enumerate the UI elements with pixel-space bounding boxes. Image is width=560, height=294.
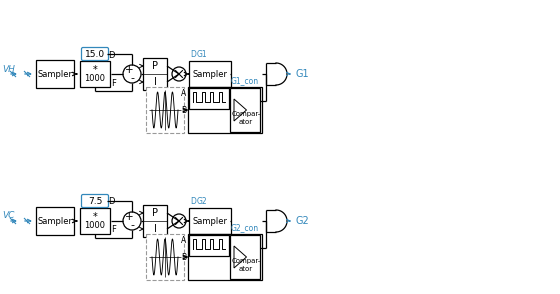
Bar xyxy=(188,87,262,133)
Text: G1_con: G1_con xyxy=(231,76,259,85)
Text: Compar-: Compar- xyxy=(231,258,260,264)
Text: Sampler: Sampler xyxy=(193,69,227,78)
Text: G1: G1 xyxy=(296,69,310,79)
Bar xyxy=(230,235,260,279)
FancyBboxPatch shape xyxy=(82,48,109,61)
Text: D: D xyxy=(190,197,196,206)
Bar xyxy=(230,88,260,132)
FancyBboxPatch shape xyxy=(82,195,109,208)
Text: Sampler: Sampler xyxy=(38,216,72,225)
Text: I: I xyxy=(153,224,156,234)
Text: ator: ator xyxy=(239,119,253,125)
Text: ator: ator xyxy=(239,266,253,272)
Text: G2: G2 xyxy=(296,216,310,226)
Text: G1: G1 xyxy=(197,50,208,59)
Bar xyxy=(80,61,110,87)
Circle shape xyxy=(172,67,186,81)
Polygon shape xyxy=(234,246,246,268)
Text: Compar-: Compar- xyxy=(231,111,260,117)
Text: VH: VH xyxy=(2,64,15,74)
Text: *: * xyxy=(92,65,97,75)
Text: Sampler: Sampler xyxy=(193,216,227,225)
Circle shape xyxy=(172,214,186,228)
Bar xyxy=(146,87,184,133)
Text: F: F xyxy=(111,78,116,88)
Polygon shape xyxy=(234,99,246,121)
Text: *: * xyxy=(92,212,97,222)
Text: -: - xyxy=(131,220,135,230)
Bar xyxy=(143,205,167,237)
Text: D: D xyxy=(108,51,114,59)
Text: VC: VC xyxy=(2,211,15,220)
Bar xyxy=(188,234,262,280)
Bar xyxy=(189,235,229,256)
Bar xyxy=(189,208,231,234)
Circle shape xyxy=(123,212,141,230)
Text: D: D xyxy=(190,50,196,59)
Text: Sampler: Sampler xyxy=(38,69,72,78)
Bar xyxy=(189,61,231,87)
Text: F: F xyxy=(111,225,116,235)
Text: B: B xyxy=(181,106,186,114)
Circle shape xyxy=(123,65,141,83)
Text: A: A xyxy=(181,89,186,98)
Bar xyxy=(36,60,74,88)
Text: I: I xyxy=(153,77,156,87)
Bar xyxy=(80,208,110,234)
Text: -: - xyxy=(131,73,135,83)
Bar xyxy=(146,234,184,280)
Text: B: B xyxy=(181,253,186,261)
Text: D: D xyxy=(108,198,114,206)
Text: 7.5: 7.5 xyxy=(88,196,102,206)
Bar xyxy=(36,207,74,235)
Text: A: A xyxy=(181,236,186,245)
Bar xyxy=(143,58,167,90)
Text: P: P xyxy=(152,61,158,71)
Text: +: + xyxy=(124,212,133,222)
Text: G2_con: G2_con xyxy=(231,223,259,232)
Text: G2: G2 xyxy=(197,197,208,206)
Text: +: + xyxy=(124,65,133,75)
Bar xyxy=(189,88,229,109)
Text: 1000: 1000 xyxy=(85,74,105,83)
Text: 1000: 1000 xyxy=(85,220,105,230)
Text: 15.0: 15.0 xyxy=(85,49,105,59)
Text: P: P xyxy=(152,208,158,218)
